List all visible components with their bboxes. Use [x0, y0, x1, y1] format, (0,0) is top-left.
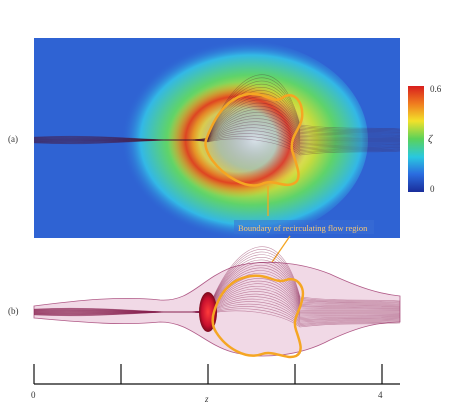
annotation-backdrop [234, 220, 374, 234]
z-axis-label: z [204, 394, 209, 402]
streamline [34, 99, 400, 141]
streamline [34, 138, 400, 156]
recirculation-boundary-a [204, 92, 304, 187]
colorbar-min-label: 0 [430, 184, 435, 194]
streamline [34, 112, 400, 143]
streamline [34, 127, 400, 150]
streamline [34, 77, 400, 141]
recirculation-boundary-b [211, 274, 305, 359]
streamline [33, 310, 401, 328]
streamline [34, 108, 400, 142]
panel-b-streamlines [33, 246, 401, 359]
colorbar-gradient [408, 86, 424, 192]
streamline [34, 102, 400, 141]
streamline [34, 80, 400, 141]
streamline [34, 136, 400, 154]
streamline [34, 93, 400, 141]
streamline [34, 84, 400, 141]
colorbar: 0.6 ζ 0 [408, 84, 442, 194]
streamline [34, 115, 400, 144]
streamline [34, 121, 400, 147]
streamline [34, 87, 400, 141]
colorbar-symbol: ζ [428, 133, 434, 145]
streamline [34, 130, 400, 152]
streamline [34, 118, 400, 146]
z-axis: 0 4 z [31, 364, 400, 402]
streamline [34, 96, 400, 141]
colorbar-max-label: 0.6 [430, 84, 442, 94]
streamline [34, 124, 400, 149]
z-axis-tick-label-4: 4 [378, 390, 383, 400]
streamline [34, 133, 400, 153]
panel-b-label: (b) [8, 306, 19, 316]
z-axis-tick-label-0: 0 [31, 390, 36, 400]
streamline [34, 74, 400, 141]
field-ring [168, 82, 308, 198]
panel-a-label: (a) [8, 134, 18, 144]
streamline [34, 105, 400, 141]
annotation-text: Boundary of recirculating flow region [238, 223, 368, 233]
panel-a-field [34, 38, 400, 238]
streamlines-b [33, 246, 401, 328]
